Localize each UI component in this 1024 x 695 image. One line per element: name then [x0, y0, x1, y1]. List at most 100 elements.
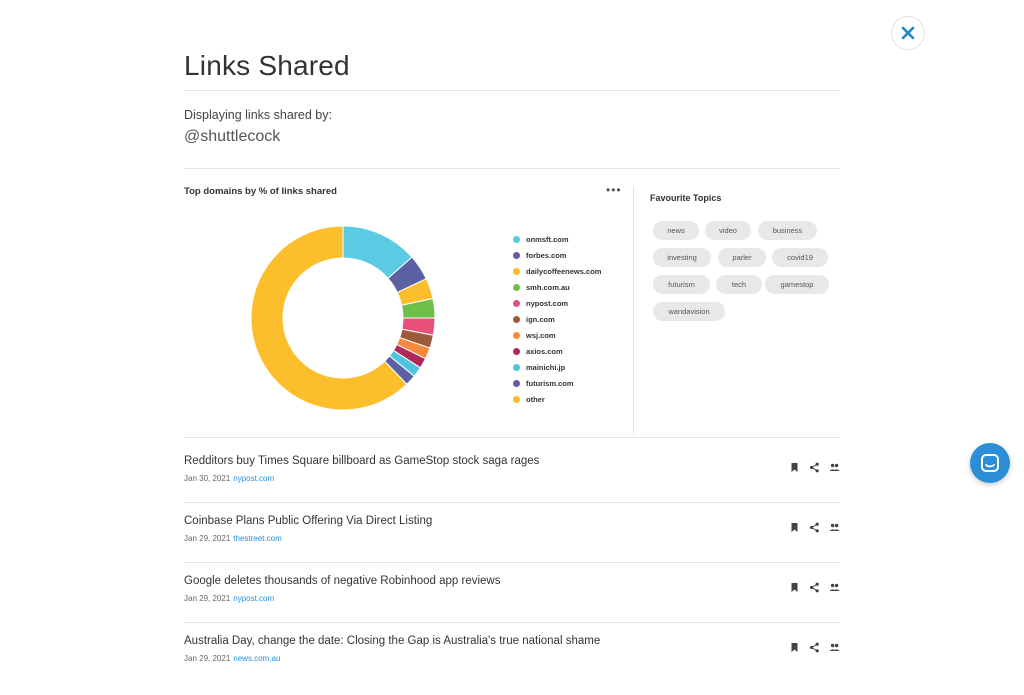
legend-swatch [513, 363, 520, 371]
topic-chip-gamestop[interactable]: gamestop [765, 275, 829, 294]
user-handle: @shuttlecock [184, 128, 281, 145]
article-source-link[interactable]: nypost.com [233, 594, 275, 603]
people-button[interactable] [829, 642, 840, 653]
bookmark-icon [791, 463, 798, 472]
topic-chip-business[interactable]: business [758, 221, 817, 240]
donut-slice-other[interactable] [250, 225, 408, 411]
article-title[interactable]: Australia Day, change the date: Closing … [184, 635, 601, 647]
legend-label: mainichi.jp [526, 362, 566, 372]
legend-item[interactable]: ign.com [513, 311, 601, 327]
share-button[interactable] [809, 582, 820, 593]
legend-item[interactable]: nypost.com [513, 295, 601, 311]
article-meta: Jan 29, 2021 news.com.au [184, 654, 280, 663]
article-item: Google deletes thousands of negative Rob… [184, 575, 840, 635]
legend-swatch [513, 379, 520, 387]
legend-item[interactable]: forbes.com [513, 247, 601, 263]
chart-legend: onmsft.com forbes.com dailycoffeenews.com s… [513, 231, 601, 407]
legend-swatch [513, 315, 520, 323]
topics-title: Favourite Topics [650, 193, 722, 203]
divider [184, 437, 840, 438]
topic-chip-investing[interactable]: investing [653, 248, 711, 267]
divider [184, 502, 840, 503]
people-icon [829, 523, 840, 531]
legend-label: axios.com [526, 346, 563, 356]
bookmark-button[interactable] [789, 582, 800, 593]
topic-chip-futurism[interactable]: futurism [653, 275, 710, 294]
people-button[interactable] [829, 522, 840, 533]
legend-label: onmsft.com [526, 234, 569, 244]
article-actions [789, 522, 840, 533]
article-date: Jan 29, 2021 [184, 594, 231, 603]
article-meta: Jan 30, 2021 nypost.com [184, 474, 274, 483]
topic-chip-covid19[interactable]: covid19 [772, 248, 828, 267]
legend-label: smh.com.au [526, 282, 570, 292]
page-title: Links Shared [184, 50, 350, 81]
topic-chip-wandavision[interactable]: wandavision [653, 302, 725, 321]
article-item: Redditors buy Times Square billboard as … [184, 455, 840, 515]
people-icon [829, 463, 840, 471]
share-icon [810, 522, 819, 533]
legend-label: dailycoffeenews.com [526, 266, 602, 276]
legend-item[interactable]: futurism.com [513, 375, 601, 391]
legend-label: forbes.com [526, 250, 567, 260]
divider [184, 90, 840, 91]
bookmark-button[interactable] [789, 522, 800, 533]
legend-item[interactable]: axios.com [513, 343, 601, 359]
share-button[interactable] [809, 642, 820, 653]
topic-chip-parler[interactable]: parler [718, 248, 766, 267]
share-button[interactable] [809, 462, 820, 473]
people-button[interactable] [829, 462, 840, 473]
legend-swatch [513, 299, 520, 307]
close-icon [901, 26, 915, 40]
legend-swatch [513, 283, 520, 291]
legend-item[interactable]: onmsft.com [513, 231, 601, 247]
bookmark-icon [791, 643, 798, 652]
bookmark-icon [791, 583, 798, 592]
legend-swatch [513, 331, 520, 339]
legend-swatch [513, 395, 520, 403]
chat-button[interactable] [970, 443, 1010, 483]
legend-label: ign.com [526, 314, 555, 324]
article-title[interactable]: Redditors buy Times Square billboard as … [184, 455, 540, 467]
bookmark-button[interactable] [789, 462, 800, 473]
divider [184, 168, 840, 169]
article-date: Jan 29, 2021 [184, 534, 231, 543]
domains-donut-chart [250, 225, 436, 411]
article-source-link[interactable]: thestreet.com [233, 534, 282, 543]
legend-item[interactable]: other [513, 391, 601, 407]
people-button[interactable] [829, 582, 840, 593]
legend-label: futurism.com [526, 378, 574, 388]
article-date: Jan 30, 2021 [184, 474, 231, 483]
close-button[interactable] [891, 16, 925, 50]
domains-card-title: Top domains by % of links shared [184, 186, 337, 197]
article-item: Australia Day, change the date: Closing … [184, 635, 840, 695]
legend-item[interactable]: mainichi.jp [513, 359, 601, 375]
legend-swatch [513, 235, 520, 243]
article-source-link[interactable]: nypost.com [233, 474, 275, 483]
share-icon [810, 462, 819, 473]
divider [184, 562, 840, 563]
bookmark-icon [791, 523, 798, 532]
article-source-link[interactable]: news.com.au [233, 654, 281, 663]
share-icon [810, 582, 819, 593]
article-title[interactable]: Coinbase Plans Public Offering Via Direc… [184, 515, 433, 527]
article-actions [789, 582, 840, 593]
topic-chip-video[interactable]: video [705, 221, 751, 240]
more-options-button[interactable]: ••• [606, 183, 622, 197]
share-icon [810, 642, 819, 653]
divider [184, 622, 840, 623]
legend-item[interactable]: smh.com.au [513, 279, 601, 295]
legend-item[interactable]: dailycoffeenews.com [513, 263, 601, 279]
chat-icon [981, 454, 999, 472]
topic-chip-news[interactable]: news [653, 221, 699, 240]
legend-label: other [526, 394, 545, 404]
bookmark-button[interactable] [789, 642, 800, 653]
topic-chip-tech[interactable]: tech [716, 275, 762, 294]
article-date: Jan 29, 2021 [184, 654, 231, 663]
legend-item[interactable]: wsj.com [513, 327, 601, 343]
share-button[interactable] [809, 522, 820, 533]
subtitle: Displaying links shared by: [184, 108, 332, 122]
people-icon [829, 583, 840, 591]
article-title[interactable]: Google deletes thousands of negative Rob… [184, 575, 501, 587]
legend-swatch [513, 251, 520, 259]
